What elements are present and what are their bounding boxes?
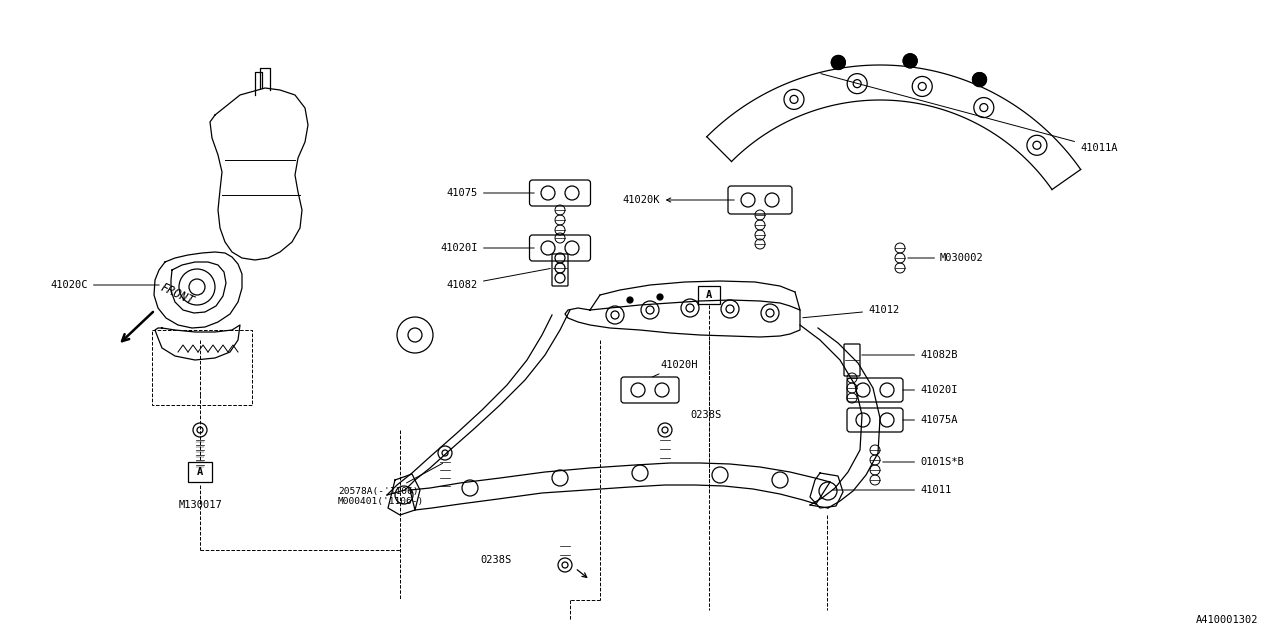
Text: 41011A: 41011A <box>820 74 1117 153</box>
Text: 41075A: 41075A <box>902 415 957 425</box>
Circle shape <box>904 54 918 68</box>
Text: 41020I: 41020I <box>902 385 957 395</box>
Text: A: A <box>705 290 712 300</box>
Text: M130017: M130017 <box>178 500 221 510</box>
Text: 41020H: 41020H <box>653 360 698 377</box>
Circle shape <box>657 294 663 300</box>
Text: 41020I: 41020I <box>440 243 534 253</box>
Text: A: A <box>197 467 204 477</box>
Circle shape <box>831 56 845 70</box>
Text: 41082: 41082 <box>447 269 550 290</box>
FancyBboxPatch shape <box>188 462 212 482</box>
FancyBboxPatch shape <box>698 286 721 304</box>
Text: 41020K: 41020K <box>622 195 735 205</box>
Text: 41020C: 41020C <box>50 280 159 290</box>
Text: 0238S: 0238S <box>480 555 511 565</box>
Circle shape <box>627 297 634 303</box>
Text: 41075: 41075 <box>447 188 534 198</box>
Text: 20578A(-'1106)
M000401('1106-): 20578A(-'1106) M000401('1106-) <box>338 463 443 506</box>
Text: 41012: 41012 <box>803 305 900 317</box>
Text: 0101S*B: 0101S*B <box>883 457 964 467</box>
Circle shape <box>973 72 987 86</box>
Text: M030002: M030002 <box>908 253 984 263</box>
Text: FRONT: FRONT <box>157 281 196 308</box>
Text: 41011: 41011 <box>833 485 951 495</box>
Text: 41082B: 41082B <box>861 350 957 360</box>
Text: A410001302: A410001302 <box>1196 615 1258 625</box>
Text: 0238S: 0238S <box>690 410 721 420</box>
